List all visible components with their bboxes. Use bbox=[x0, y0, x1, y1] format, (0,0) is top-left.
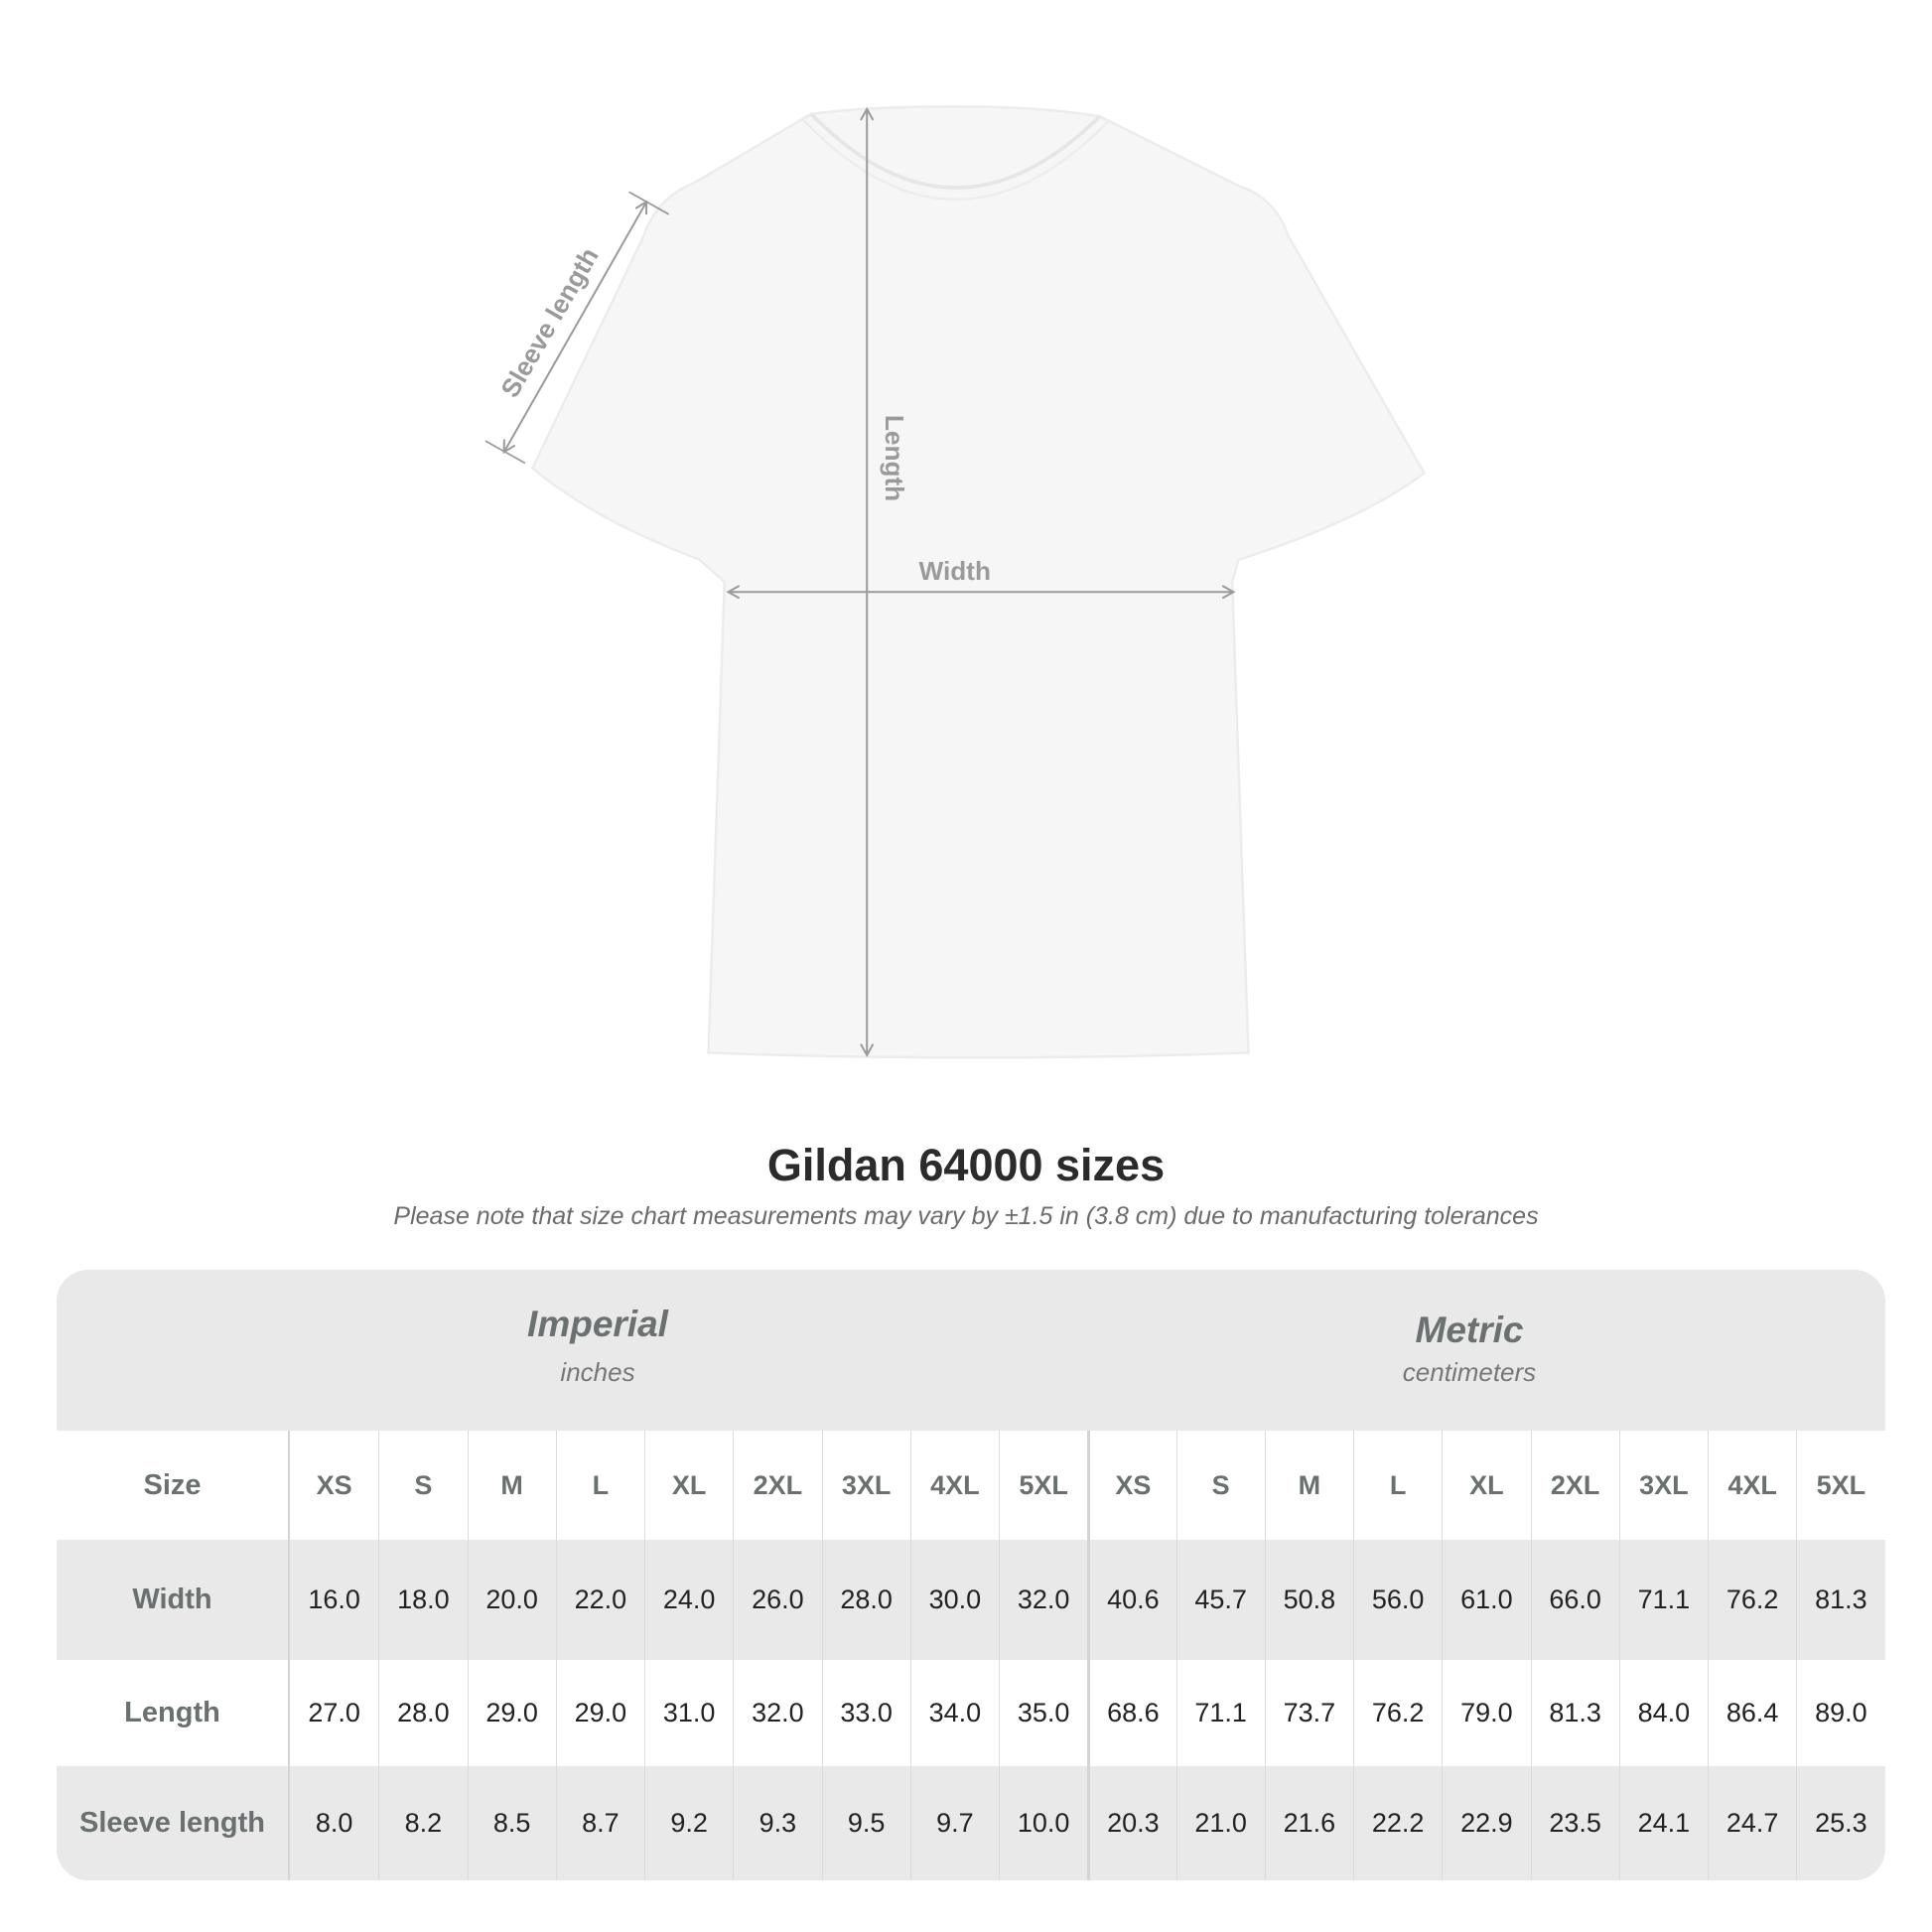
table-cell: 84.0 bbox=[1618, 1660, 1708, 1766]
table-cell: 8.0 bbox=[315, 1808, 353, 1838]
table-cell: 18.0 bbox=[378, 1540, 467, 1660]
table-cell: 56.0 bbox=[1353, 1540, 1442, 1660]
size-table: Imperial inches Metric centimeters Size … bbox=[57, 1270, 1885, 1880]
metric-header: Metric centimeters bbox=[1172, 1310, 1767, 1388]
table-cell: 35.0 bbox=[999, 1660, 1087, 1766]
imperial-title: Imperial bbox=[527, 1304, 668, 1344]
metric-title: Metric bbox=[1415, 1310, 1524, 1350]
size-header-cell: L bbox=[555, 1431, 644, 1540]
table-cell: 9.7 bbox=[909, 1766, 999, 1880]
table-cell: 32.0 bbox=[999, 1540, 1087, 1660]
table-cell: 45.7 bbox=[1175, 1540, 1265, 1660]
size-header-cell: 5XL bbox=[999, 1431, 1087, 1540]
size-header-cell: XS bbox=[1087, 1431, 1175, 1540]
table-cell: 71.1 bbox=[1618, 1540, 1708, 1660]
table-cell: 9.3 bbox=[733, 1766, 821, 1880]
imperial-unit: inches bbox=[560, 1357, 635, 1387]
length-label: Length bbox=[880, 415, 909, 501]
tshirt-shape bbox=[530, 105, 1427, 1059]
unit-header: Imperial inches Metric centimeters bbox=[57, 1270, 1885, 1431]
sleeve-length-arrow bbox=[502, 200, 648, 455]
size-header-cell: XS bbox=[316, 1469, 352, 1500]
metric-unit: centimeters bbox=[1402, 1357, 1537, 1387]
size-header-cell: 3XL bbox=[821, 1431, 910, 1540]
table-cell: 25.3 bbox=[1796, 1766, 1884, 1880]
size-header-cell: XL bbox=[1442, 1431, 1530, 1540]
table-cell: 76.2 bbox=[1353, 1660, 1442, 1766]
table-cell: 24.1 bbox=[1618, 1766, 1708, 1880]
table-cell: 8.5 bbox=[467, 1766, 556, 1880]
table-cell: 61.0 bbox=[1442, 1540, 1530, 1660]
table-cell: 30.0 bbox=[909, 1540, 999, 1660]
table-cell: 28.0 bbox=[378, 1660, 467, 1766]
table-cell: 21.6 bbox=[1264, 1766, 1353, 1880]
size-header-cell: L bbox=[1353, 1431, 1442, 1540]
table-cell: 21.0 bbox=[1175, 1766, 1265, 1880]
collar bbox=[809, 112, 1102, 190]
table-cell: 32.0 bbox=[733, 1660, 821, 1766]
table-cell: 23.5 bbox=[1530, 1766, 1619, 1880]
table-cell: 86.4 bbox=[1708, 1660, 1796, 1766]
table-cell: 34.0 bbox=[909, 1660, 999, 1766]
table-cell: 71.1 bbox=[1175, 1660, 1265, 1766]
table-cell: 22.9 bbox=[1442, 1766, 1530, 1880]
table-cell: 27.0 bbox=[308, 1698, 360, 1727]
imperial-header: Imperial inches bbox=[300, 1304, 896, 1388]
table-cell: 8.2 bbox=[378, 1766, 467, 1880]
table-cell: 29.0 bbox=[467, 1660, 556, 1766]
table-cell: 29.0 bbox=[555, 1660, 644, 1766]
table-cell: 9.5 bbox=[821, 1766, 910, 1880]
size-header-cell: S bbox=[378, 1431, 467, 1540]
size-label: Size bbox=[57, 1431, 290, 1540]
table-cell: 33.0 bbox=[821, 1660, 910, 1766]
size-header-cell: 5XL bbox=[1796, 1431, 1884, 1540]
width-label: Width bbox=[919, 556, 991, 586]
table-cell: 68.6 bbox=[1087, 1660, 1175, 1766]
row-label: Width bbox=[57, 1540, 290, 1660]
table-cell: 28.0 bbox=[821, 1540, 910, 1660]
tolerance-note: Please note that size chart measurements… bbox=[393, 1202, 1539, 1230]
table-cell: 79.0 bbox=[1442, 1660, 1530, 1766]
table-cell: 22.2 bbox=[1353, 1766, 1442, 1880]
size-header-cell: 4XL bbox=[909, 1431, 999, 1540]
size-header-cell: 3XL bbox=[1618, 1431, 1708, 1540]
size-header-cell: 4XL bbox=[1708, 1431, 1796, 1540]
table-cell: 50.8 bbox=[1264, 1540, 1353, 1660]
table-cell: 22.0 bbox=[555, 1540, 644, 1660]
table-cell: 24.7 bbox=[1708, 1766, 1796, 1880]
row-label: Sleeve length bbox=[57, 1766, 290, 1880]
table-cell: 10.0 bbox=[999, 1766, 1087, 1880]
table-cell: 16.0 bbox=[308, 1585, 360, 1614]
table-cell: 24.0 bbox=[644, 1540, 733, 1660]
size-header-cell: S bbox=[1175, 1431, 1265, 1540]
size-row: Size XS S M L XL 2XL 3XL 4XL 5XL XS S M L XL 2XL 3XL 4XL… bbox=[57, 1431, 1885, 1540]
table-row: Width 16.0 18.0 20.0 22.0 24.0 26.0 28.0 30.0 32… bbox=[57, 1540, 1885, 1660]
table-cell: 20.3 bbox=[1087, 1766, 1175, 1880]
table-cell: 8.7 bbox=[555, 1766, 644, 1880]
chart-title: Gildan 64000 sizes bbox=[766, 1140, 1166, 1190]
table-cell: 81.3 bbox=[1796, 1540, 1884, 1660]
table-cell: 66.0 bbox=[1530, 1540, 1619, 1660]
size-header-cell: 2XL bbox=[733, 1431, 821, 1540]
table-cell: 81.3 bbox=[1530, 1660, 1619, 1766]
table-cell: 20.0 bbox=[467, 1540, 556, 1660]
table-row: Length 27.0 28.0 29.0 29.0 31.0 32.0 33.0 34.0 3… bbox=[57, 1660, 1885, 1766]
table-row: Sleeve length 8.0 8.2 8.5 8.7 9.2 9.3 9.5 9.7 10… bbox=[57, 1766, 1885, 1880]
table-cell: 76.2 bbox=[1708, 1540, 1796, 1660]
table-cell: 26.0 bbox=[733, 1540, 821, 1660]
size-header-cell: M bbox=[467, 1431, 556, 1540]
table-cell: 40.6 bbox=[1087, 1540, 1175, 1660]
table-cell: 31.0 bbox=[644, 1660, 733, 1766]
row-label: Length bbox=[57, 1660, 290, 1766]
size-header-cell: M bbox=[1264, 1431, 1353, 1540]
size-header-cell: XL bbox=[644, 1431, 733, 1540]
table-cell: 89.0 bbox=[1796, 1660, 1884, 1766]
table-cell: 73.7 bbox=[1264, 1660, 1353, 1766]
table-cell: 9.2 bbox=[644, 1766, 733, 1880]
size-header-cell: 2XL bbox=[1530, 1431, 1619, 1540]
